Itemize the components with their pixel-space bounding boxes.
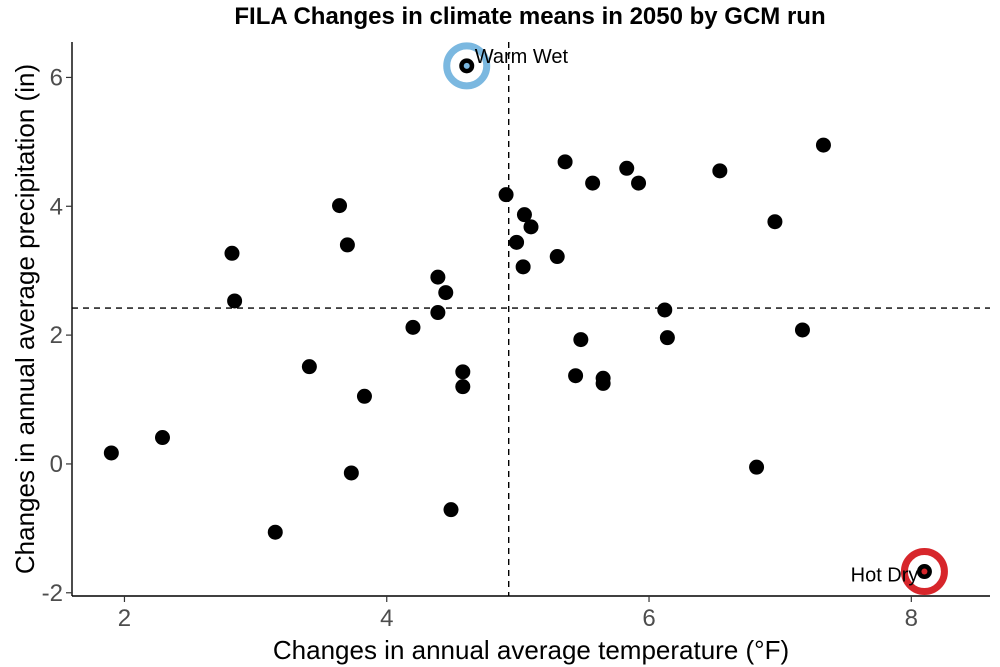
plot-area: Warm Wet Hot Dry [72,42,990,596]
y-tick-label: -2 [42,580,63,607]
data-point [224,245,240,261]
data-point [749,459,765,475]
data-point [516,207,532,223]
data-point [767,214,783,230]
data-point [498,187,514,203]
data-point [430,269,446,285]
data-point [509,234,525,250]
x-axis-label: Changes in annual average temperature (°… [273,635,789,665]
data-point [343,465,359,481]
data-point [595,375,611,391]
y-axis-ticks: -2 0 2 4 6 [42,64,72,607]
data-point [332,198,348,214]
data-point [154,430,170,446]
data-point [430,305,446,321]
y-tick-label: 4 [50,193,63,220]
highlight-ring [443,42,491,90]
data-point [455,379,471,395]
data-point [573,332,589,348]
data-point [267,524,283,540]
data-point [103,445,119,461]
x-tick-label: 6 [642,605,655,632]
data-point [301,359,317,375]
data-point [712,163,728,179]
highlight-center-dot [463,62,470,69]
data-point [585,175,601,191]
x-tick-label: 2 [118,605,131,632]
highlight-center-dot [921,568,928,575]
highlight-ring [900,548,948,596]
data-point [815,137,831,153]
data-point [405,319,421,335]
data-point [438,285,454,301]
y-tick-label: 0 [50,451,63,478]
data-point [515,259,531,275]
data-point [339,237,355,253]
data-point [794,322,810,338]
data-point [549,249,565,265]
x-tick-label: 8 [905,605,918,632]
data-point [443,502,459,518]
data-point [455,364,471,380]
y-axis-label: Changes in annual average precipitation … [10,64,40,574]
data-point [619,160,635,176]
highlight-label: Hot Dry [851,565,919,587]
highlight-label: Warm Wet [475,46,569,68]
y-tick-label: 6 [50,64,63,91]
data-point [523,219,539,235]
data-point [557,154,573,170]
data-point [657,302,673,318]
data-point [568,368,584,384]
x-tick-label: 4 [380,605,393,632]
y-tick-label: 2 [50,322,63,349]
data-point [356,388,372,404]
data-point [631,175,647,191]
data-point [659,330,675,346]
x-axis-ticks: 2 4 6 8 [118,596,918,632]
data-point [227,293,243,309]
chart-title: FILA Changes in climate means in 2050 by… [234,3,825,30]
